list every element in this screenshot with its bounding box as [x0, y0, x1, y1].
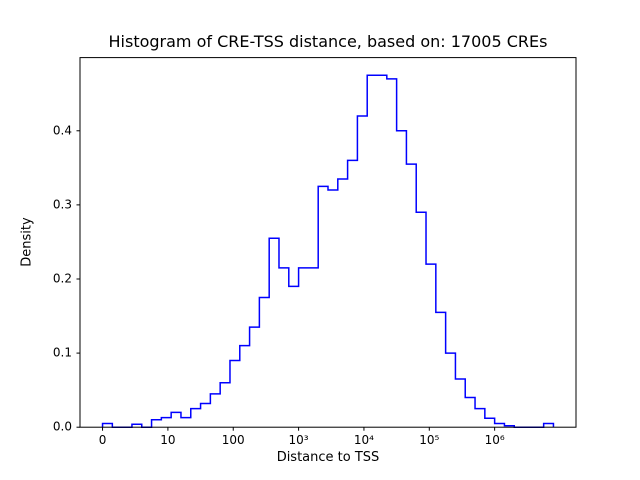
y-tick-label: 0.3: [53, 197, 72, 211]
y-tick-label: 0.0: [53, 420, 72, 434]
x-tick-label: 10³: [289, 433, 309, 447]
y-axis-label: Density: [19, 217, 35, 267]
histogram-line: [101, 74, 555, 428]
x-tick-label: 0: [99, 433, 107, 447]
x-tick-label: 10⁴: [354, 433, 374, 447]
x-tick-label: 10⁵: [419, 433, 439, 447]
chart-title: Histogram of CRE-TSS distance, based on:…: [108, 32, 548, 51]
x-tick-label: 100: [222, 433, 245, 447]
x-axis-label: Distance to TSS: [276, 450, 380, 465]
plot-border: [79, 57, 577, 428]
x-tick-label: 10⁶: [485, 433, 505, 447]
y-tick-label: 0.2: [53, 271, 72, 285]
y-tick-label: 0.4: [53, 123, 72, 137]
x-tick-label: 10: [160, 433, 175, 447]
y-tick-label: 0.1: [53, 346, 72, 360]
